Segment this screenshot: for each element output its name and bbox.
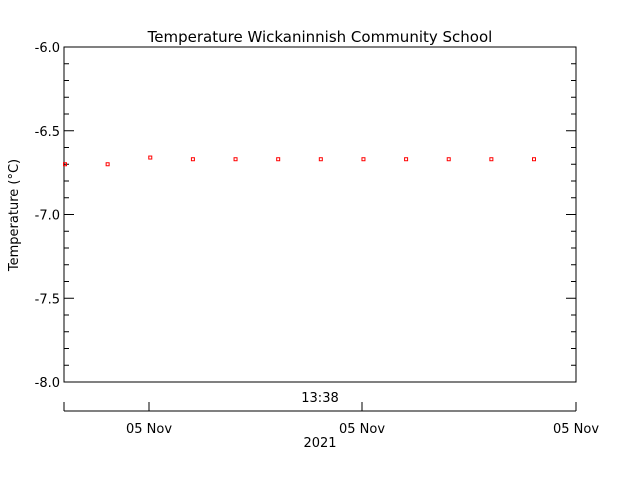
plot-border xyxy=(63,46,577,383)
y-tick-label: -7.0 xyxy=(35,209,60,224)
y-tick-label: -6.5 xyxy=(35,125,60,140)
x-axis-year-label: 2021 xyxy=(303,436,336,451)
data-point xyxy=(489,157,494,162)
data-point xyxy=(63,162,67,167)
x-axis-labels: 05 Nov 05 Nov 05 Nov xyxy=(126,422,599,437)
x-tick-label: 05 Nov xyxy=(339,422,385,437)
data-point xyxy=(148,155,153,160)
y-axis-ticks xyxy=(64,46,576,383)
data-point xyxy=(446,157,451,162)
y-tick-label: -8.0 xyxy=(35,376,60,391)
x-tick-label: 05 Nov xyxy=(126,422,172,437)
x-tick-label: 05 Nov xyxy=(553,422,599,437)
data-point xyxy=(105,162,110,167)
x-axis-ticks xyxy=(63,402,577,411)
data-point xyxy=(361,157,366,162)
data-point xyxy=(404,157,409,162)
plot-frame xyxy=(63,46,577,383)
y-axis-labels: -6.0 -6.5 -7.0 -7.5 -8.0 xyxy=(35,41,60,391)
y-tick-label: -7.5 xyxy=(35,292,60,307)
data-point xyxy=(190,157,195,162)
data-point xyxy=(318,157,323,162)
data-point xyxy=(276,157,281,162)
y-axis-title: Temperature (°C) xyxy=(7,159,22,272)
data-points xyxy=(63,155,536,167)
data-point xyxy=(532,157,536,162)
data-point xyxy=(233,157,238,162)
top-axis-time-label: 13:38 xyxy=(301,391,338,406)
chart-title: Temperature Wickaninnish Community Schoo… xyxy=(147,28,493,46)
y-tick-label: -6.0 xyxy=(35,41,60,56)
